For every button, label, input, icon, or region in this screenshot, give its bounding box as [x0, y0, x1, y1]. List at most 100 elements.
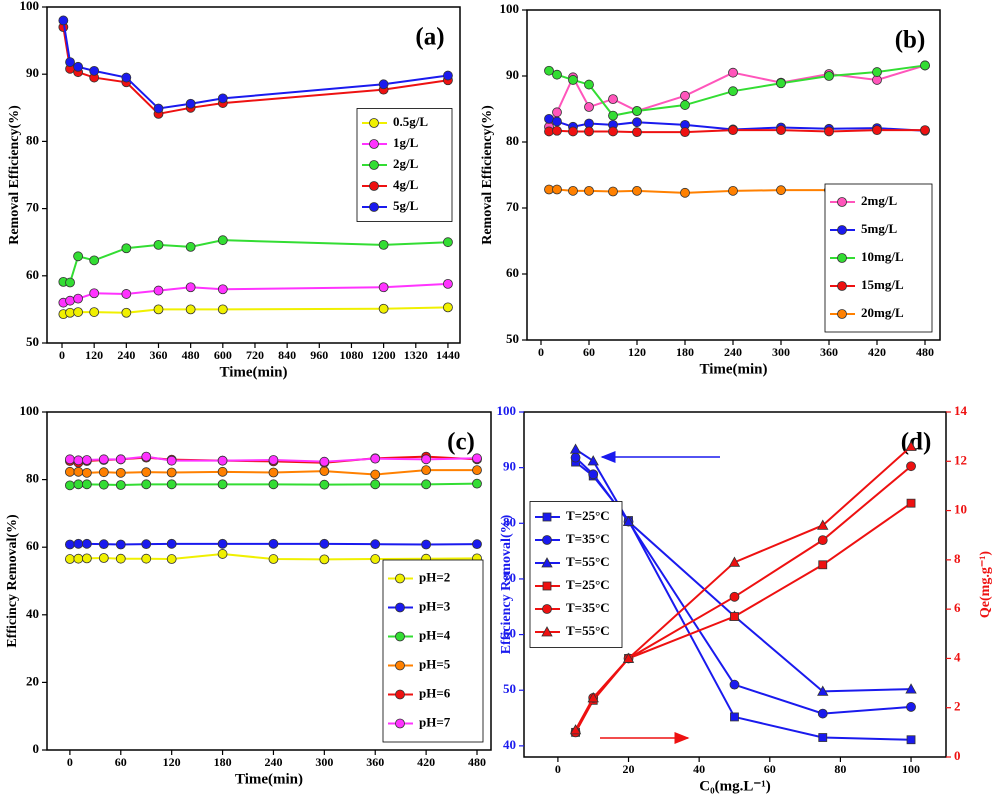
marker — [319, 456, 330, 467]
legend-label: 1g/L — [393, 135, 419, 150]
x-tick-label: 120 — [163, 755, 181, 769]
marker — [166, 467, 177, 478]
marker — [608, 94, 618, 104]
y-tick-label: 100 — [497, 403, 517, 418]
legend-label: 20mg/L — [861, 305, 904, 320]
marker — [58, 15, 69, 26]
y-tick-label: 90 — [503, 459, 516, 474]
y-axis-label: Removal Efficiency(%) — [7, 105, 22, 245]
series-line — [574, 502, 912, 733]
marker — [818, 560, 828, 570]
marker — [552, 184, 562, 195]
marker — [185, 98, 196, 109]
y2-tick-label: 6 — [954, 600, 961, 615]
marker — [680, 100, 690, 110]
y-tick-label: 50 — [503, 681, 516, 696]
legend-label: pH=5 — [419, 656, 451, 671]
y-tick-label: 0 — [33, 741, 40, 756]
marker — [584, 102, 594, 112]
marker — [421, 454, 432, 465]
x-tick-label: 180 — [214, 755, 232, 769]
marker — [121, 307, 132, 318]
marker — [185, 282, 196, 293]
series-line — [575, 448, 912, 693]
marker — [65, 295, 75, 306]
marker — [268, 479, 279, 490]
marker — [378, 239, 389, 250]
y-tick-label: 40 — [503, 737, 516, 752]
y-tick-label: 60 — [26, 267, 39, 282]
y-tick-label: 60 — [26, 538, 39, 553]
marker — [378, 303, 389, 314]
legend: T=25°C T=35°C T=55°C T=25°C T=35°C T=55°C — [529, 501, 623, 648]
x-tick-label: 240 — [117, 348, 135, 362]
marker — [98, 454, 109, 465]
y2-tick-label: 12 — [954, 452, 967, 467]
y2-axis-label: Qe(mg.g⁻¹) — [978, 551, 993, 619]
marker — [370, 554, 381, 564]
marker — [141, 539, 152, 550]
x-tick-label: 120 — [628, 345, 646, 359]
series-line — [574, 465, 912, 733]
marker — [73, 61, 83, 72]
y-tick-label: 20 — [26, 673, 39, 688]
legend-marker — [369, 160, 379, 170]
legend-marker — [837, 225, 847, 235]
x-tick-label: 480 — [182, 348, 200, 362]
x-tick-label: 300 — [772, 345, 790, 359]
marker — [421, 539, 432, 550]
marker — [73, 479, 84, 490]
marker — [185, 304, 196, 315]
marker — [115, 539, 126, 550]
x-tick-label: 420 — [868, 345, 886, 359]
marker — [584, 126, 594, 137]
series-line — [63, 282, 448, 304]
marker — [73, 251, 83, 262]
marker — [680, 127, 690, 138]
legend-marker — [395, 631, 405, 642]
marker — [622, 515, 635, 527]
marker — [89, 288, 100, 299]
legend-marker — [542, 535, 552, 545]
y-tick-label: 70 — [506, 199, 519, 214]
legend-marker — [395, 602, 405, 613]
legend-label: 5g/L — [393, 198, 419, 213]
marker — [632, 117, 642, 128]
marker — [81, 467, 92, 478]
marker — [608, 186, 618, 197]
y-tick-label: 90 — [506, 67, 519, 82]
legend-box — [382, 559, 484, 743]
marker — [817, 708, 828, 719]
marker — [65, 277, 75, 288]
x-tick-label: 420 — [417, 755, 435, 769]
y-tick-label: 50 — [506, 331, 519, 346]
marker — [64, 539, 75, 550]
marker — [98, 467, 109, 478]
marker — [906, 461, 916, 472]
marker — [632, 127, 642, 138]
marker — [141, 451, 152, 462]
marker — [73, 466, 84, 477]
marker — [421, 479, 432, 490]
marker — [268, 554, 279, 564]
series-line — [63, 306, 448, 316]
legend-marker — [395, 660, 405, 671]
marker — [81, 538, 92, 549]
marker — [166, 538, 177, 549]
legend: 2mg/L 5mg/L 10mg/L 15mg/L 20mg/L — [824, 183, 933, 333]
legend-marker — [395, 718, 405, 729]
legend-label: pH=2 — [419, 569, 450, 584]
marker — [906, 702, 916, 712]
marker — [65, 307, 75, 318]
marker — [370, 539, 381, 550]
x-tick-label: 20 — [623, 762, 635, 776]
marker — [166, 455, 177, 466]
x-tick-label: 60 — [764, 762, 776, 776]
marker — [608, 126, 618, 137]
x-tick-label: 1440 — [436, 348, 460, 362]
marker — [728, 67, 738, 78]
marker — [153, 103, 164, 114]
legend-marker — [542, 581, 552, 591]
legend-marker — [395, 689, 405, 700]
y-tick-label: 90 — [26, 65, 39, 80]
